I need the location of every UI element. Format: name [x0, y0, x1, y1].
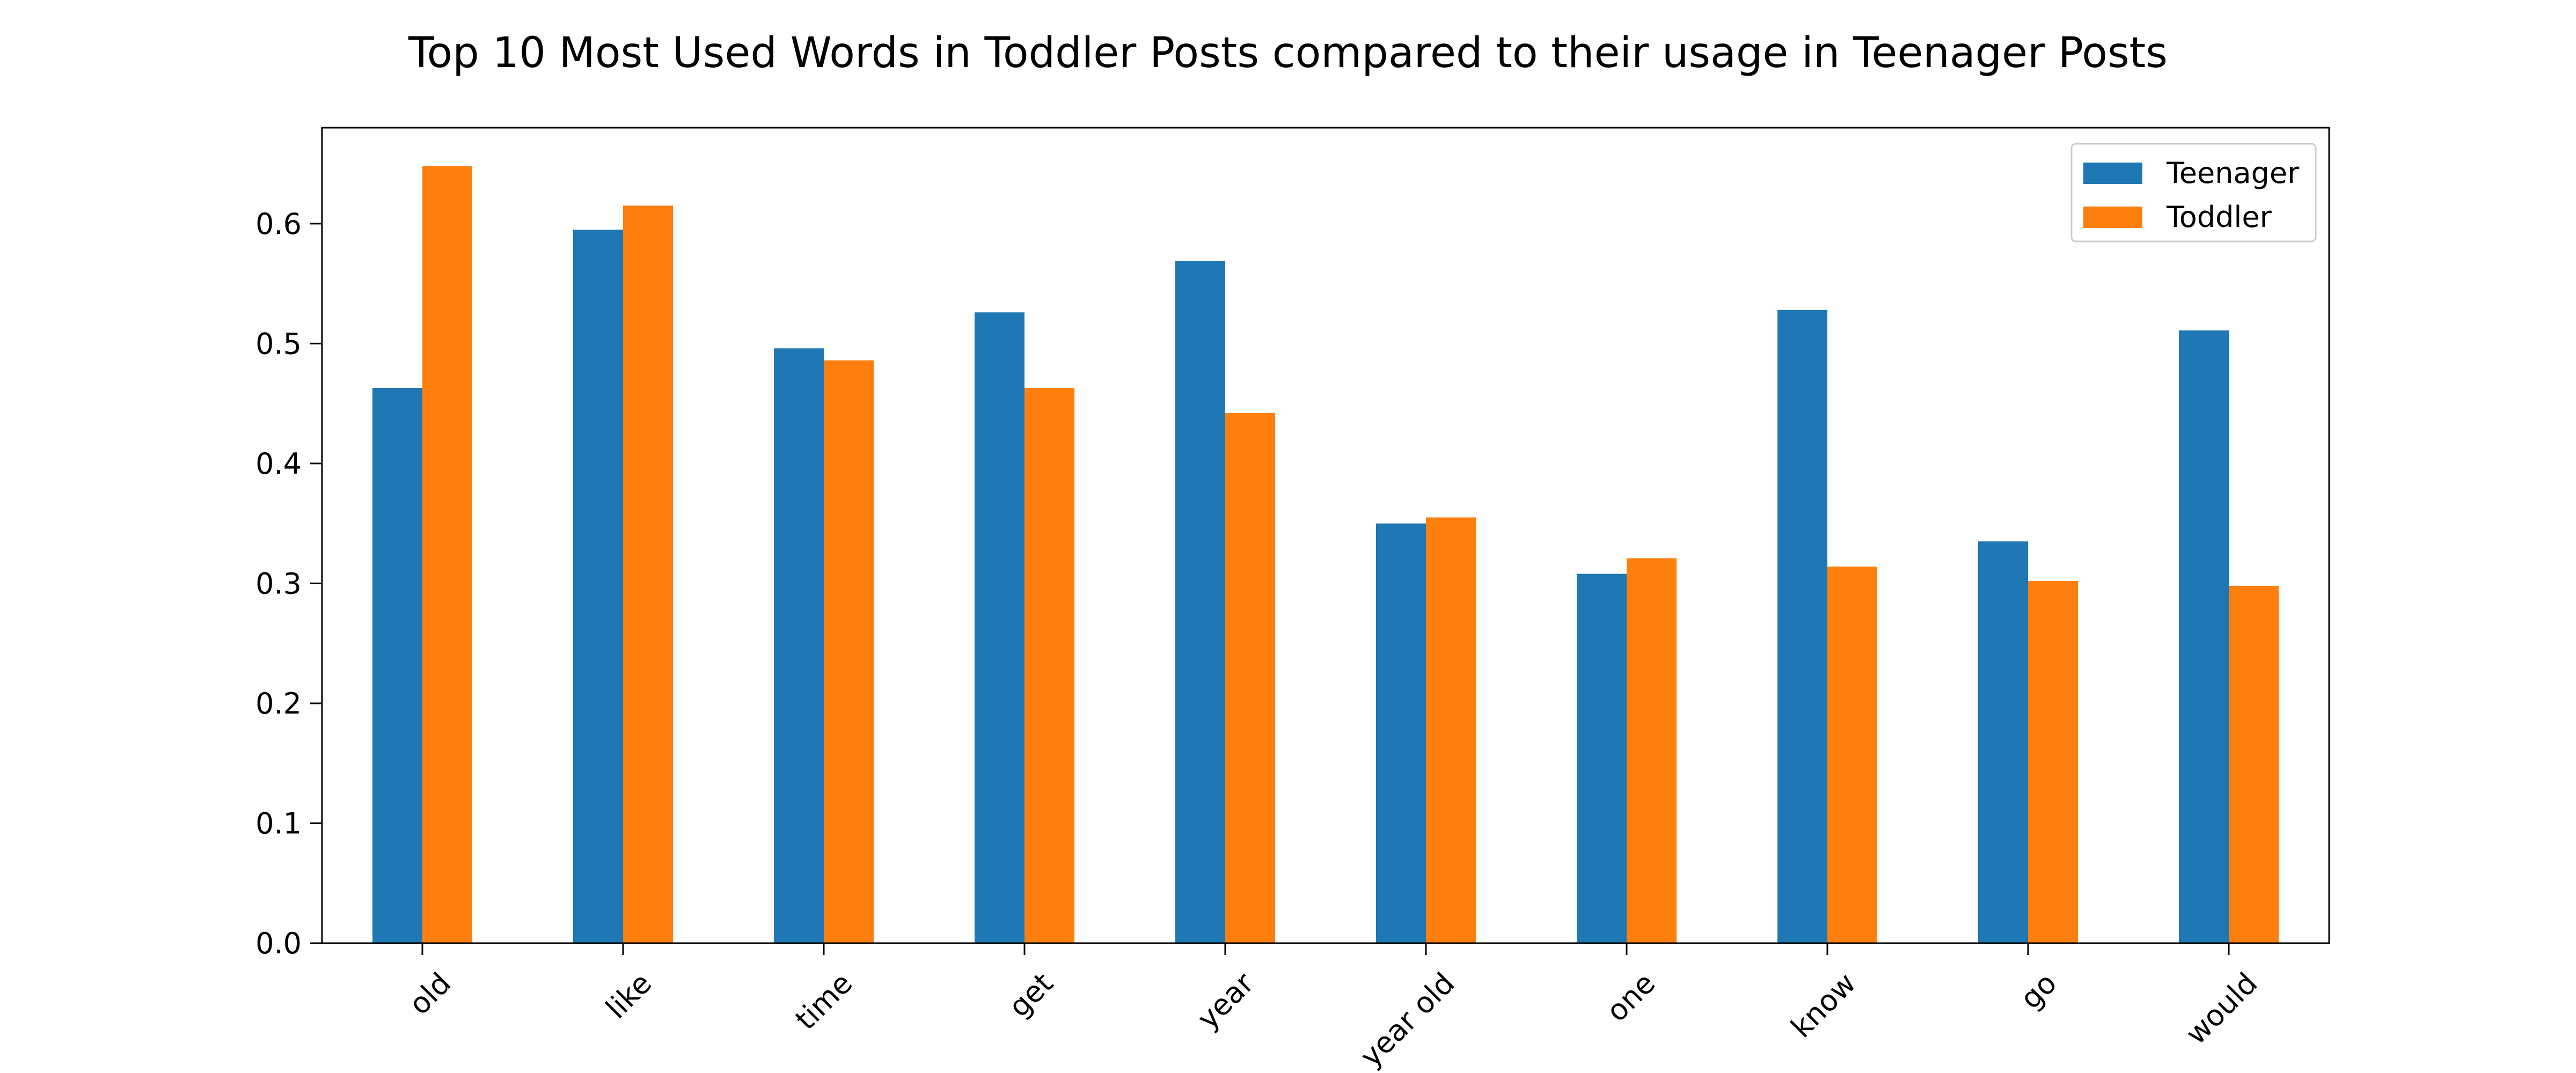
bar-teenager-would [2179, 330, 2229, 944]
bar-teenager-one [1577, 574, 1627, 943]
legend-swatch-teenager [2083, 163, 2142, 184]
bar-teenager-year [1175, 261, 1225, 943]
y-tick-label: 0.4 [255, 447, 302, 481]
bar-toddler-know [1827, 567, 1877, 943]
bar-toddler-get [1024, 388, 1074, 943]
x-tick-label: would [2179, 966, 2264, 1051]
y-tick-label: 0.6 [255, 207, 302, 241]
x-tick-label: like [599, 966, 658, 1025]
x-tick-label: year old [1353, 966, 1461, 1073]
bar-toddler-year [1225, 413, 1275, 943]
bar-toddler-one [1627, 558, 1677, 943]
y-tick-label: 0.2 [255, 687, 302, 721]
y-tick-label: 0.3 [255, 567, 302, 600]
x-tick-label: one [1600, 966, 1662, 1028]
bar-toddler-old [422, 166, 472, 943]
chart-title: Top 10 Most Used Words in Toddler Posts … [408, 29, 2168, 77]
x-tick-label: go [2014, 966, 2063, 1016]
bar-teenager-year-old [1376, 523, 1426, 943]
bar-teenager-get [975, 312, 1024, 943]
bars-layer [372, 166, 2279, 944]
legend-label-toddler: Toddler [2166, 200, 2272, 234]
legend-swatch-toddler [2083, 207, 2142, 228]
x-tick-label: old [402, 966, 458, 1021]
y-tick-label: 0.0 [255, 927, 302, 960]
bar-teenager-know [1777, 310, 1827, 944]
legend: Teenager Toddler [2070, 143, 2317, 242]
bar-toddler-like [623, 205, 673, 943]
bar-teenager-old [372, 388, 422, 943]
x-tick-label: know [1784, 966, 1862, 1044]
y-tick-label: 0.1 [255, 806, 302, 840]
plot-frame [321, 127, 2330, 944]
x-tick-label: time [789, 966, 859, 1037]
x-tick-label: get [1002, 966, 1059, 1024]
bar-teenager-time [774, 348, 824, 943]
x-tick-label: year [1191, 966, 1261, 1035]
bar-toddler-would [2229, 585, 2279, 943]
bar-toddler-time [824, 360, 874, 944]
bar-toddler-go [2028, 580, 2078, 943]
bar-teenager-go [1978, 541, 2028, 943]
legend-label-teenager: Teenager [2166, 156, 2300, 190]
bar-teenager-like [573, 230, 623, 943]
bar-toddler-year-old [1426, 517, 1476, 943]
y-tick-label: 0.5 [255, 327, 302, 361]
